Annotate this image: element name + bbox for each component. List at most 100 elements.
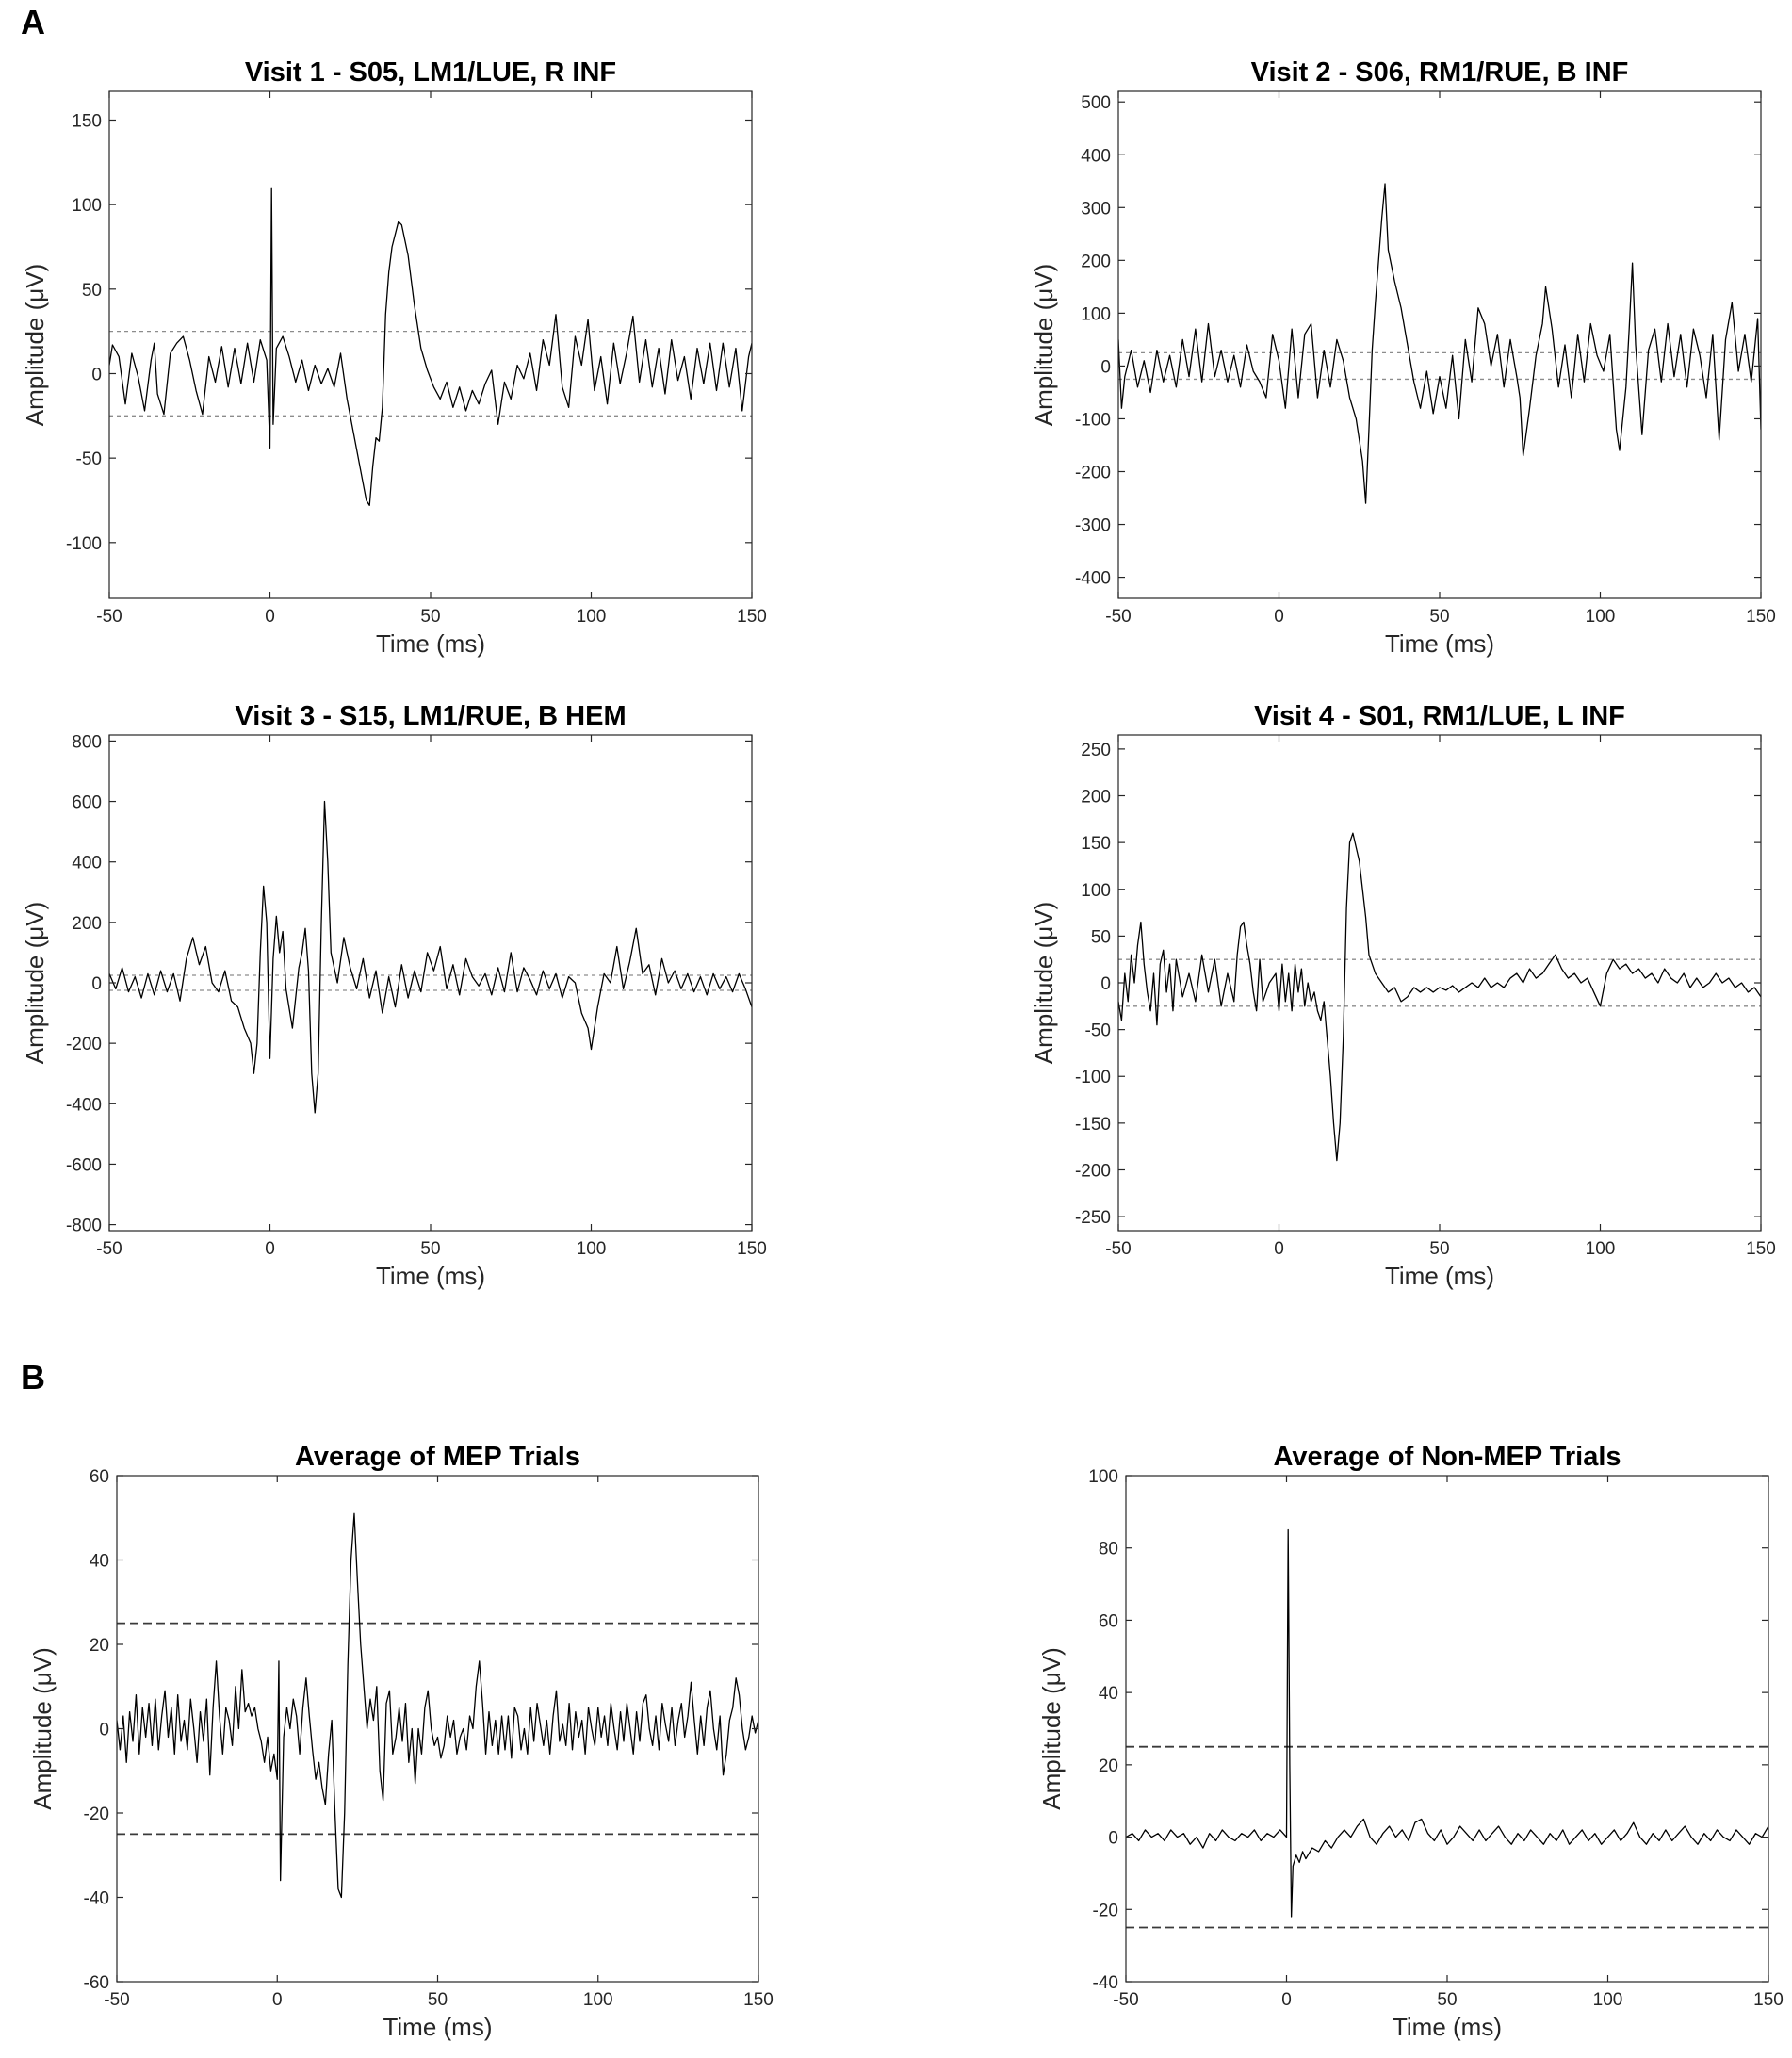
y-tick-label: 40: [1099, 1684, 1118, 1704]
x-tick-label: 0: [272, 1990, 283, 2010]
y-tick-label: -20: [84, 1805, 109, 1824]
chart-title: Average of MEP Trials: [295, 1442, 580, 1472]
x-tick-label: 50: [1429, 1239, 1449, 1259]
x-tick-label: 100: [1593, 1990, 1623, 2010]
chart-6: Average of Non-MEP Trials -50 0 50 100 150 -40…: [1037, 1442, 1784, 2041]
y-tick-label: 0: [99, 1721, 109, 1740]
y-tick-label: 80: [1099, 1540, 1118, 1560]
y-tick-label: 800: [72, 732, 102, 752]
x-tick-label: -50: [96, 1239, 122, 1259]
y-tick-label: 60: [90, 1467, 109, 1487]
y-tick-label: -250: [1075, 1208, 1111, 1228]
chart-title: Visit 2 - S06, RM1/RUE, B INF: [1251, 57, 1629, 88]
y-tick-label: 600: [72, 793, 102, 813]
y-tick-label: 400: [72, 854, 102, 874]
x-tick-label: -50: [1113, 1990, 1138, 2010]
y-tick-label: -400: [1075, 569, 1111, 589]
x-tick-label: 100: [577, 607, 607, 627]
y-tick-label: 100: [72, 196, 102, 216]
y-axis-label: Amplitude (μV): [21, 264, 49, 426]
x-tick-label: 150: [1746, 1239, 1776, 1259]
y-axis-label: Amplitude (μV): [21, 902, 49, 1064]
axes-frame: [108, 90, 753, 599]
y-tick-label: 200: [1081, 788, 1111, 808]
x-tick-label: 0: [1274, 1239, 1284, 1259]
axes-frame: [1117, 734, 1762, 1232]
y-axis-label: Amplitude (μV): [1037, 1647, 1066, 1809]
chart-2: Visit 2 - S06, RM1/RUE, B INF -50 0 50 100 15…: [1030, 57, 1776, 658]
x-tick-label: 150: [737, 1239, 767, 1259]
chart-5: Average of MEP Trials -50 0 50 100 150 -60 -40 -…: [28, 1442, 774, 2041]
chart-title: Visit 1 - S05, LM1/LUE, R INF: [245, 57, 616, 88]
y-tick-label: 200: [1081, 252, 1111, 271]
y-tick-label: 50: [82, 281, 102, 301]
x-tick-label: 150: [737, 607, 767, 627]
series-line: [1126, 1528, 1768, 1918]
axes-frame: [1117, 90, 1762, 599]
y-tick-label: 150: [1081, 834, 1111, 854]
panel-label-b: B: [21, 1358, 45, 1396]
y-tick-label: 0: [1108, 1829, 1118, 1849]
y-tick-label: 150: [72, 111, 102, 131]
x-tick-label: -50: [104, 1990, 129, 2010]
x-axis-label: Time (ms): [1393, 2013, 1502, 2041]
x-tick-label: 50: [420, 607, 440, 627]
y-tick-label: -50: [76, 449, 102, 469]
x-tick-label: 100: [1586, 1239, 1616, 1259]
y-tick-label: 40: [90, 1552, 109, 1572]
chart-4: Visit 4 - S01, RM1/LUE, L INF -50 0 50 100 15…: [1030, 701, 1776, 1290]
y-tick-label: 100: [1081, 304, 1111, 324]
y-tick-label: -40: [84, 1889, 109, 1909]
y-tick-label: 50: [1091, 927, 1111, 947]
x-tick-label: -50: [1105, 607, 1131, 627]
x-tick-label: 150: [743, 1990, 774, 2010]
x-tick-label: 50: [428, 1990, 448, 2010]
y-tick-label: 250: [1081, 741, 1111, 760]
y-tick-label: 0: [1100, 357, 1111, 377]
y-tick-label: -20: [1093, 1901, 1118, 1920]
x-tick-label: 0: [1281, 1990, 1292, 2010]
series-line: [117, 1512, 758, 1899]
y-tick-label: -100: [66, 534, 102, 554]
panel-label-a: A: [21, 3, 45, 41]
x-tick-label: -50: [1105, 1239, 1131, 1259]
x-tick-label: 50: [420, 1239, 440, 1259]
chart-3: Visit 3 - S15, LM1/RUE, B HEM -50 0 50 100 15…: [21, 701, 767, 1290]
x-tick-label: 150: [1746, 607, 1776, 627]
y-tick-label: 0: [1100, 974, 1111, 994]
y-tick-label: -40: [1093, 1973, 1118, 1993]
axes-frame: [1125, 1475, 1769, 1983]
y-tick-label: -400: [66, 1095, 102, 1115]
x-axis-label: Time (ms): [383, 2013, 492, 2041]
y-tick-label: 500: [1081, 93, 1111, 113]
y-tick-label: -150: [1075, 1115, 1111, 1135]
y-axis-label: Amplitude (μV): [28, 1647, 57, 1809]
y-tick-label: 200: [72, 914, 102, 934]
x-tick-label: 50: [1437, 1990, 1457, 2010]
x-axis-label: Time (ms): [1385, 629, 1494, 658]
y-tick-label: 100: [1081, 881, 1111, 901]
x-tick-label: 100: [577, 1239, 607, 1259]
y-tick-label: -300: [1075, 516, 1111, 536]
y-tick-label: -50: [1085, 1021, 1111, 1041]
x-tick-label: 0: [265, 607, 275, 627]
y-tick-label: -100: [1075, 410, 1111, 430]
y-tick-label: -800: [66, 1217, 102, 1236]
y-tick-label: 400: [1081, 146, 1111, 166]
axes-frame: [116, 1475, 759, 1983]
x-tick-label: 150: [1753, 1990, 1784, 2010]
y-tick-label: 0: [91, 974, 102, 994]
x-tick-label: 100: [1586, 607, 1616, 627]
x-tick-label: 50: [1429, 607, 1449, 627]
y-tick-label: -200: [1075, 464, 1111, 483]
x-tick-label: -50: [96, 607, 122, 627]
chart-1: Visit 1 - S05, LM1/LUE, R INF -50 0 50 100 15…: [21, 57, 767, 658]
series-line: [109, 187, 752, 507]
y-tick-label: 20: [1099, 1756, 1118, 1776]
y-tick-label: 60: [1099, 1611, 1118, 1631]
chart-title: Visit 4 - S01, RM1/LUE, L INF: [1254, 701, 1625, 731]
y-tick-label: 0: [91, 365, 102, 384]
y-tick-label: 20: [90, 1636, 109, 1656]
y-axis-label: Amplitude (μV): [1030, 264, 1058, 426]
